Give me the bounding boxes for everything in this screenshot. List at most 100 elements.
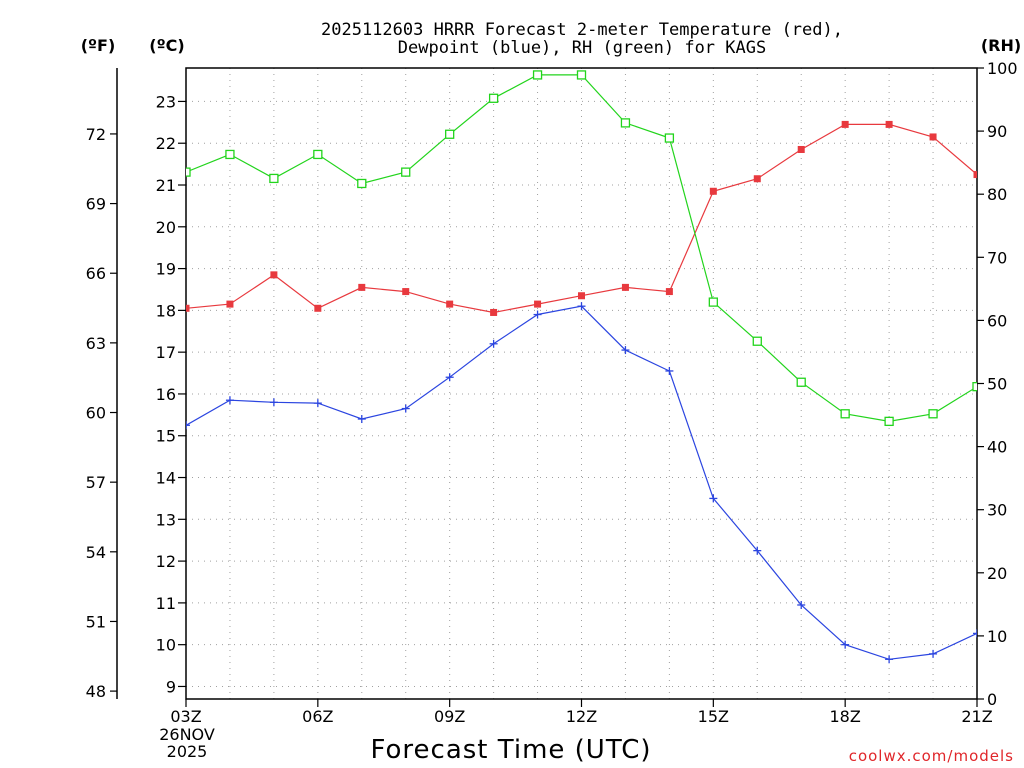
dewpoint-point — [753, 546, 762, 555]
celsius-tick-label: 13 — [156, 510, 176, 529]
dewpoint-point — [445, 373, 454, 382]
temperature-point — [797, 145, 805, 153]
rh-point — [488, 93, 499, 103]
fahrenheit-tick-label: 72 — [86, 125, 106, 144]
rh-unit-label: (RH) — [981, 36, 1021, 55]
temperature-point — [446, 300, 454, 308]
rh-tick-label: 10 — [987, 627, 1007, 646]
x-tick-label: 18Z — [830, 707, 861, 726]
dewpoint-point — [269, 398, 278, 407]
rh-point — [752, 336, 762, 346]
fahrenheit-tick-label: 51 — [86, 612, 106, 631]
dewpoint-point — [401, 404, 410, 413]
temperature-point — [534, 300, 542, 308]
temperature-point — [314, 304, 322, 312]
temperature-point — [753, 175, 761, 183]
rh-point — [796, 377, 806, 387]
dewpoint-point — [929, 649, 938, 658]
dewpoint-point — [577, 302, 586, 311]
celsius-tick-label: 10 — [156, 636, 176, 655]
temperature-point — [402, 288, 410, 296]
chart-subtitle: Dewpoint (blue), RH (green) for KAGS — [398, 38, 766, 58]
dewpoint-point — [357, 415, 366, 424]
credit-link[interactable]: coolwx.com/models — [849, 747, 1014, 765]
fahrenheit-unit-label: (ºF) — [81, 36, 116, 55]
dewpoint-point — [489, 339, 498, 348]
axes: 9 10 11 12 13 14 15 16 17 18 19 20 21 22 23 48 51 54 57 60 6… — [86, 59, 1018, 726]
x-tick-label: 03Z — [170, 707, 201, 726]
rh-tick-label: 70 — [987, 248, 1007, 267]
x-tick-label: 12Z — [566, 707, 597, 726]
temperature-point — [270, 271, 278, 279]
celsius-tick-label: 14 — [156, 469, 176, 488]
rh-point — [928, 409, 938, 419]
rh-point — [401, 167, 411, 177]
rh-tick-label: 80 — [987, 185, 1007, 204]
dewpoint-point — [665, 366, 674, 375]
date-label-year: 2025 — [167, 742, 208, 761]
rh-point — [972, 382, 977, 392]
fahrenheit-tick-label: 57 — [86, 473, 106, 492]
x-tick-label: 06Z — [302, 707, 333, 726]
rh-tick-label: 50 — [987, 375, 1007, 394]
rh-point — [269, 173, 279, 184]
temperature-point — [665, 288, 673, 296]
dewpoint-point — [186, 421, 190, 430]
celsius-tick-label: 16 — [156, 385, 176, 404]
dewpoint-point — [973, 629, 977, 638]
dewpoint-point — [885, 655, 894, 664]
celsius-tick-label: 23 — [156, 92, 176, 111]
rh-point — [186, 167, 191, 177]
temperature-point — [841, 120, 849, 128]
dewpoint-point — [313, 399, 322, 408]
rh-point — [313, 149, 323, 160]
rh-point — [708, 297, 718, 307]
rh-series — [186, 70, 977, 427]
dewpoint-point — [841, 640, 850, 649]
rh-tick-label: 30 — [987, 501, 1007, 520]
celsius-tick-label: 18 — [156, 301, 176, 320]
dewpoint-point — [533, 310, 542, 319]
dewpoint-point — [225, 396, 234, 405]
celsius-tick-label: 20 — [156, 218, 176, 237]
celsius-tick-label: 19 — [156, 260, 176, 279]
rh-point — [664, 133, 675, 143]
fahrenheit-tick-label: 54 — [86, 543, 106, 562]
rh-tick-label: 60 — [987, 311, 1007, 330]
dewpoint-point — [621, 346, 630, 355]
rh-tick-label: 40 — [987, 438, 1007, 457]
temperature-series — [186, 120, 977, 316]
rh-tick-label: 0 — [987, 690, 997, 709]
x-tick-label: 09Z — [434, 707, 465, 726]
fahrenheit-tick-label: 60 — [86, 404, 106, 423]
temperature-point — [885, 120, 893, 128]
rh-tick-label: 100 — [987, 59, 1018, 78]
dewpoint-point — [709, 494, 718, 503]
celsius-tick-label: 17 — [156, 343, 176, 362]
fahrenheit-tick-label: 69 — [86, 195, 106, 214]
rh-tick-label: 20 — [987, 564, 1007, 583]
dewpoint-series — [186, 302, 977, 664]
celsius-tick-label: 22 — [156, 134, 176, 153]
x-tick-label: 21Z — [961, 707, 992, 726]
dewpoint-point — [797, 600, 806, 609]
rh-point — [620, 118, 631, 128]
celsius-tick-label: 11 — [156, 594, 176, 613]
temperature-point — [358, 283, 366, 291]
fahrenheit-tick-label: 48 — [86, 682, 106, 701]
chart-title: 2025112603 HRRR Forecast 2-meter Tempera… — [321, 20, 843, 40]
data-series — [186, 70, 977, 664]
temperature-point — [929, 133, 937, 141]
rh-point — [532, 70, 543, 80]
rh-tick-label: 90 — [987, 122, 1007, 141]
x-tick-label: 15Z — [698, 707, 729, 726]
rh-point — [357, 178, 367, 189]
celsius-tick-label: 12 — [156, 552, 176, 571]
temperature-point — [578, 292, 585, 300]
celsius-tick-label: 9 — [166, 677, 176, 696]
celsius-tick-label: 15 — [156, 427, 176, 446]
celsius-tick-label: 21 — [156, 176, 176, 195]
rh-point — [445, 129, 455, 139]
celsius-unit-label: (ºC) — [149, 36, 184, 55]
temperature-point — [709, 187, 717, 195]
